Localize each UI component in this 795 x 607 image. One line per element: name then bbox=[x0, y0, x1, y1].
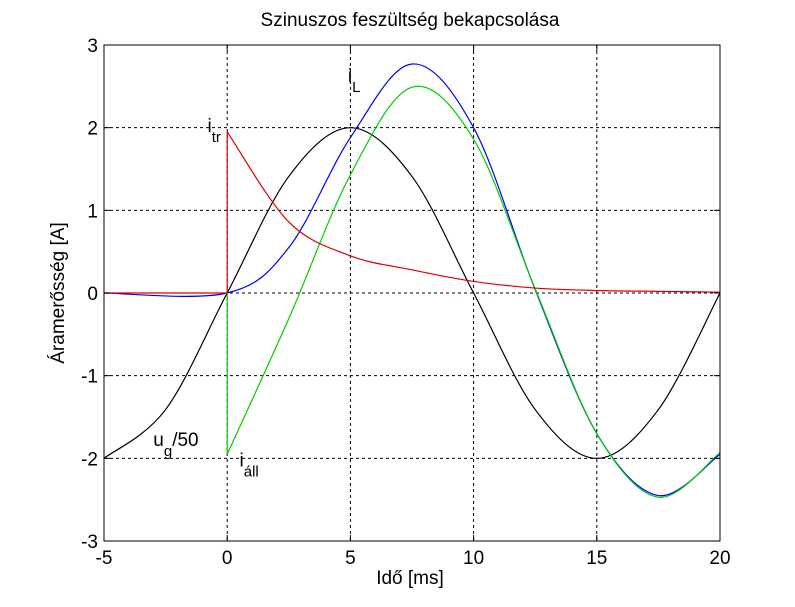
series-line-3 bbox=[103, 131, 721, 294]
curve-annotation: ug/50 bbox=[153, 430, 198, 460]
y-tick-label: 2 bbox=[87, 119, 98, 140]
y-tick-label: -2 bbox=[81, 449, 98, 470]
y-tick-label: 0 bbox=[87, 284, 98, 305]
x-tick-label: 20 bbox=[709, 548, 730, 569]
x-axis-label: Idő [ms] bbox=[376, 568, 444, 589]
x-tick-label: 0 bbox=[222, 548, 233, 569]
y-tick-label: 1 bbox=[87, 201, 98, 222]
y-tick-label: -1 bbox=[81, 367, 98, 388]
y-tick-label: 3 bbox=[87, 36, 98, 57]
y-axis-label: Áramerősség [A] bbox=[48, 222, 69, 364]
series-line-2 bbox=[226, 85, 721, 498]
x-tick-label: 10 bbox=[463, 548, 484, 569]
curve-annotation: iL bbox=[348, 66, 361, 96]
annotations: iL itr ug/50 iáll bbox=[153, 66, 360, 480]
x-tick-label: 15 bbox=[586, 548, 607, 569]
x-tick-label: 5 bbox=[345, 548, 356, 569]
series-line-0 bbox=[103, 127, 721, 459]
y-tick-label: -3 bbox=[81, 532, 98, 553]
x-tick-label: -5 bbox=[96, 548, 113, 569]
series-lines bbox=[103, 63, 721, 498]
axis-ticks: -5 0 5 10 15 20 -3 -2 -1 0 1 2 3 bbox=[81, 36, 730, 569]
curve-annotation: iáll bbox=[240, 451, 259, 481]
curve-annotation: itr bbox=[207, 116, 220, 146]
chart-title: Szinuszos feszültség bekapcsolása bbox=[261, 10, 560, 31]
